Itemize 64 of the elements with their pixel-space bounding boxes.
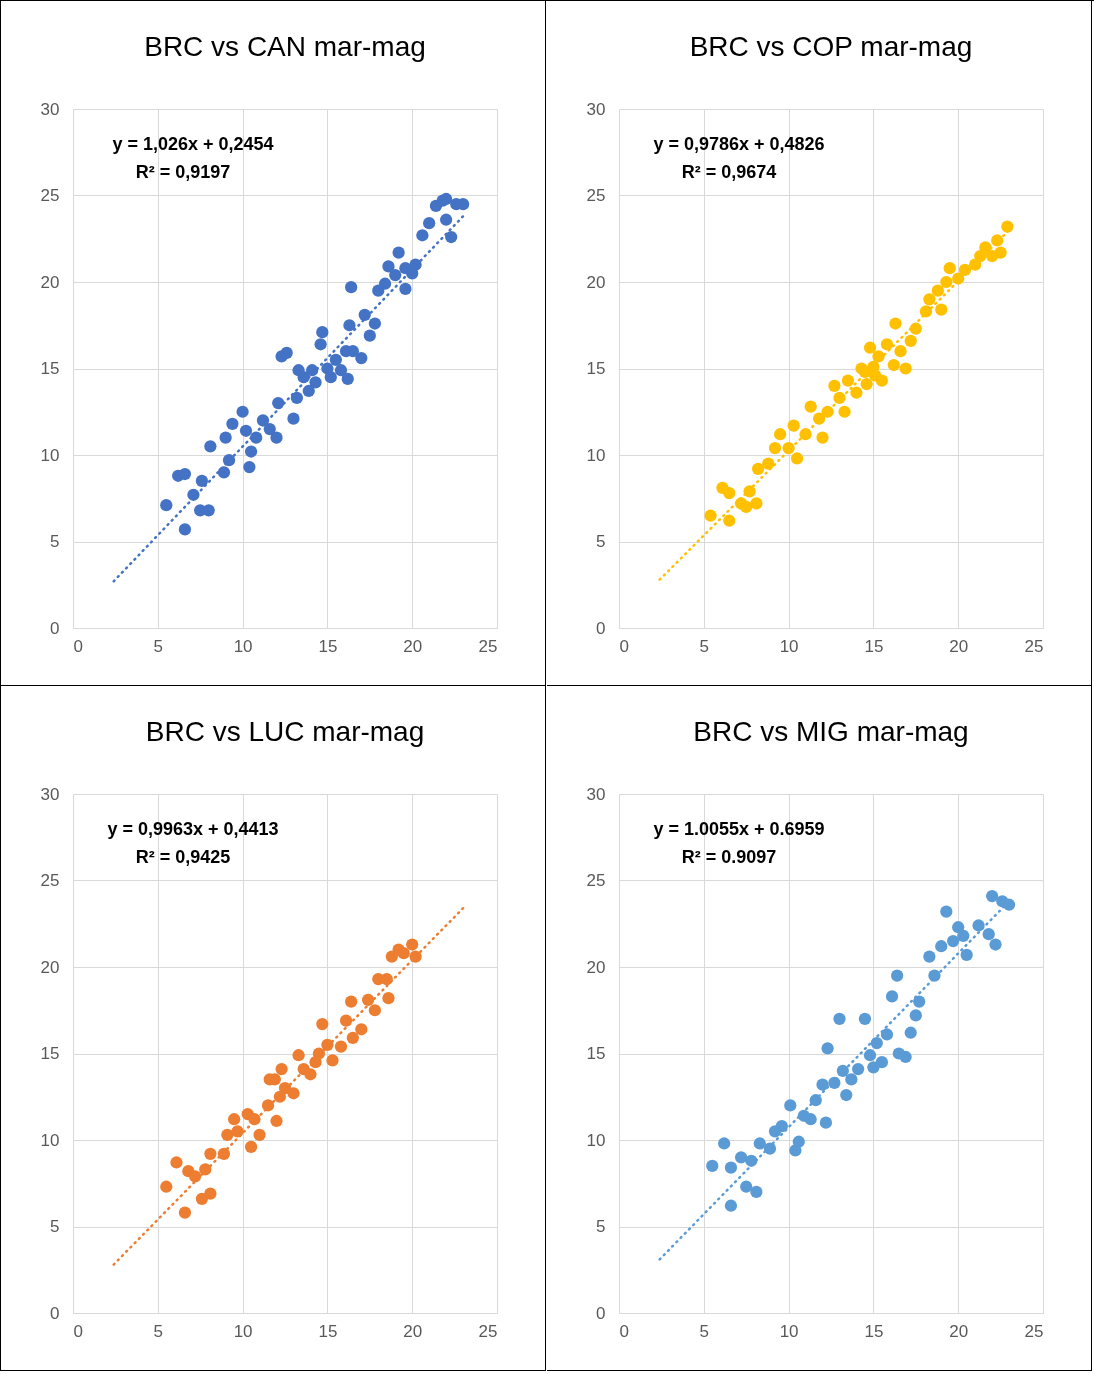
annotation: R² = 0,9197: [135, 162, 231, 182]
y-tick-label: 15: [586, 1044, 606, 1063]
y-tick-label: 5: [50, 1217, 60, 1236]
x-tick-label: 5: [699, 636, 710, 656]
x-tick-label: 15: [318, 636, 338, 656]
chart-title: BRC vs MIG mar-mag: [693, 716, 969, 747]
x-tick-label: 0: [619, 1321, 629, 1341]
y-tick-label: 20: [586, 957, 606, 977]
y-tick-label: 0: [50, 1303, 60, 1323]
x-tick-label: 25: [1024, 636, 1044, 656]
chart-title: BRC vs LUC mar-mag: [145, 716, 425, 747]
y-tick-label: 20: [586, 272, 606, 292]
x-tick-label: 0: [619, 636, 629, 656]
x-tick-label: 20: [949, 1321, 969, 1341]
x-tick-label: 15: [864, 1321, 884, 1341]
x-tick-label: 20: [403, 1321, 423, 1341]
y-tick-label: 0: [596, 1303, 606, 1323]
annotation: y = 1.0055x + 0.6959: [653, 819, 825, 839]
y-tick-label: 30: [40, 99, 60, 119]
x-tick-label: 25: [478, 636, 498, 656]
y-tick-label: 25: [586, 186, 606, 205]
y-tick-label: 25: [40, 186, 60, 205]
annotation: y = 1,026x + 0,2454: [112, 134, 274, 154]
y-tick-label: 0: [596, 618, 606, 638]
y-tick-label: 10: [40, 1130, 60, 1150]
annotation: R² = 0.9097: [681, 847, 777, 867]
x-tick-label: 10: [779, 1321, 799, 1341]
y-tick-label: 20: [40, 272, 60, 292]
chart-title: BRC vs COP mar-mag: [689, 31, 973, 62]
y-tick-label: 10: [586, 1130, 606, 1150]
x-tick-label: 10: [779, 636, 799, 656]
y-tick-label: 15: [586, 359, 606, 378]
y-tick-label: 15: [40, 359, 60, 378]
x-tick-label: 0: [73, 1321, 83, 1341]
y-tick-label: 10: [586, 445, 606, 465]
y-tick-label: 5: [50, 532, 60, 551]
y-tick-label: 15: [40, 1044, 60, 1063]
x-tick-label: 25: [1024, 1321, 1044, 1341]
annotation: R² = 0,9674: [681, 162, 777, 182]
annotation: y = 0,9963x + 0,4413: [107, 819, 279, 839]
annotation: y = 0,9786x + 0,4826: [653, 134, 825, 154]
x-tick-label: 5: [153, 1321, 164, 1341]
annotation: R² = 0,9425: [135, 847, 231, 867]
y-tick-label: 30: [586, 784, 606, 804]
x-tick-label: 20: [403, 636, 423, 656]
y-tick-label: 25: [586, 871, 606, 890]
y-tick-label: 30: [586, 99, 606, 119]
x-tick-label: 15: [318, 1321, 338, 1341]
chart-title: BRC vs CAN mar-mag: [144, 31, 426, 62]
x-tick-label: 10: [233, 636, 253, 656]
y-tick-label: 10: [40, 445, 60, 465]
x-tick-label: 15: [864, 636, 884, 656]
y-tick-label: 0: [50, 618, 60, 638]
x-tick-label: 25: [478, 1321, 498, 1341]
x-tick-label: 20: [949, 636, 969, 656]
y-tick-label: 5: [596, 1217, 606, 1236]
y-tick-label: 5: [596, 532, 606, 551]
x-tick-label: 0: [73, 636, 83, 656]
x-tick-label: 5: [153, 636, 164, 656]
x-tick-label: 5: [699, 1321, 710, 1341]
y-tick-label: 30: [40, 784, 60, 804]
x-tick-label: 10: [233, 1321, 253, 1341]
y-tick-label: 25: [40, 871, 60, 890]
y-tick-label: 20: [40, 957, 60, 977]
